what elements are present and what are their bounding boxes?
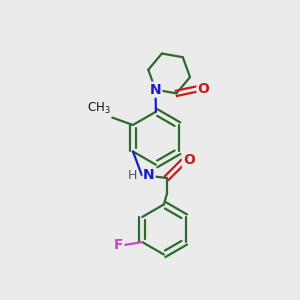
Text: O: O [183, 153, 195, 167]
Text: F: F [114, 238, 123, 252]
Text: CH$_3$: CH$_3$ [87, 101, 111, 116]
Text: N: N [150, 83, 161, 97]
Text: H: H [128, 169, 137, 182]
Text: N: N [143, 168, 155, 182]
Text: O: O [197, 82, 209, 96]
